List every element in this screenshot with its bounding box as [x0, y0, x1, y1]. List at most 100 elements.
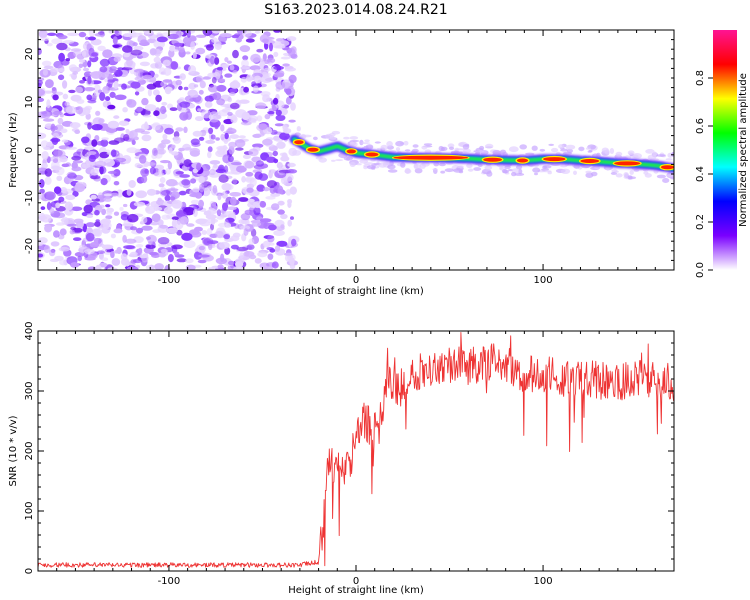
noise-blob — [262, 38, 269, 44]
ridge-halo-speck — [518, 168, 523, 175]
noise-blob — [214, 121, 219, 130]
noise-blob — [188, 71, 200, 76]
noise-blob — [120, 214, 129, 221]
noise-blob — [267, 111, 275, 115]
ridge-halo-speck — [499, 149, 507, 155]
figure-title: S163.2023.014.08.24.R21 — [264, 2, 447, 18]
noise-blob — [229, 134, 240, 140]
noise-blob — [276, 162, 283, 169]
noise-blob — [47, 32, 57, 36]
noise-blob — [65, 106, 77, 115]
ridge-halo-speck — [614, 170, 619, 173]
noise-blob — [147, 88, 152, 97]
noise-blob — [232, 49, 239, 59]
noise-blob — [75, 106, 84, 115]
noise-blob — [205, 44, 214, 51]
noise-blob — [45, 79, 54, 89]
noise-blob — [53, 230, 60, 238]
noise-blob — [39, 37, 50, 42]
noise-blob — [226, 171, 238, 175]
ridge-halo-speck — [412, 144, 419, 148]
noise-blob — [157, 197, 162, 202]
noise-blob — [264, 113, 271, 120]
ridge-peak-red — [516, 158, 529, 163]
ridge-peak — [541, 155, 567, 163]
noise-blob — [141, 175, 148, 184]
ridge-halo-speck — [386, 141, 393, 147]
snr-x-tick-label: 0 — [353, 576, 359, 587]
noise-blob — [151, 213, 161, 223]
noise-blob — [265, 77, 275, 82]
noise-blob — [134, 69, 144, 73]
noise-blob — [232, 178, 238, 185]
noise-blob — [43, 146, 51, 150]
spectrogram-x-tick-label: -100 — [158, 275, 181, 286]
noise-blob — [194, 226, 203, 232]
ridge-halo-speck — [484, 165, 493, 170]
ridge-halo-speck — [573, 170, 577, 175]
noise-blob — [81, 211, 88, 217]
noise-blob — [114, 157, 127, 163]
noise-blob — [38, 132, 47, 139]
noise-blob — [86, 94, 93, 101]
noise-blob — [116, 246, 122, 255]
noise-blob — [251, 221, 262, 227]
noise-blob — [212, 201, 217, 207]
noise-blob — [151, 48, 163, 55]
noise-blob — [107, 79, 115, 83]
noise-blob — [39, 188, 45, 194]
noise-blob — [153, 203, 159, 212]
noise-blob — [275, 114, 286, 122]
noise-blob — [103, 193, 112, 197]
noise-blob — [280, 213, 288, 220]
noise-blob — [171, 216, 179, 221]
noise-blob — [170, 61, 179, 70]
noise-blob — [145, 236, 151, 240]
noise-blob — [50, 241, 60, 247]
noise-blob — [146, 188, 157, 196]
noise-blob — [117, 67, 124, 71]
noise-blob — [69, 229, 75, 235]
noise-blob — [218, 241, 230, 250]
noise-blob — [189, 147, 201, 155]
noise-blob — [122, 223, 134, 227]
noise-blob — [61, 188, 74, 194]
noise-blob — [87, 100, 97, 104]
ridge-halo-speck — [456, 165, 464, 169]
noise-blob — [57, 117, 64, 125]
noise-blob — [122, 107, 128, 113]
noise-blob — [105, 96, 111, 102]
noise-blob — [104, 251, 112, 255]
noise-blob — [224, 247, 231, 255]
noise-blob — [159, 224, 169, 229]
noise-blob — [207, 208, 218, 215]
noise-blob — [198, 136, 205, 141]
noise-blob — [40, 111, 48, 115]
noise-blob — [90, 175, 101, 180]
noise-blob — [95, 264, 102, 270]
noise-blob — [148, 241, 154, 245]
noise-blob — [204, 95, 215, 102]
noise-blob — [277, 171, 285, 178]
noise-blob — [58, 246, 70, 252]
noise-blob — [108, 140, 120, 145]
noise-blob — [101, 244, 114, 250]
noise-blob — [204, 101, 213, 108]
noise-blob — [179, 174, 191, 178]
noise-blob — [179, 101, 191, 108]
noise-blob — [273, 72, 285, 78]
noise-blob — [38, 192, 43, 200]
noise-blob — [224, 73, 233, 78]
ridge-halo-speck — [525, 152, 535, 156]
noise-blob — [288, 119, 296, 123]
noise-blob — [167, 242, 173, 247]
ridge-peak-red — [580, 159, 600, 163]
ridge-halo-speck — [349, 141, 355, 147]
ridge-halo-speck — [335, 159, 344, 162]
noise-blob — [95, 110, 101, 116]
noise-blob — [73, 237, 82, 242]
ridge-halo-speck — [447, 143, 455, 148]
spectrogram-heatmap — [38, 30, 674, 270]
noise-blob — [226, 60, 232, 64]
noise-blob — [139, 61, 150, 67]
